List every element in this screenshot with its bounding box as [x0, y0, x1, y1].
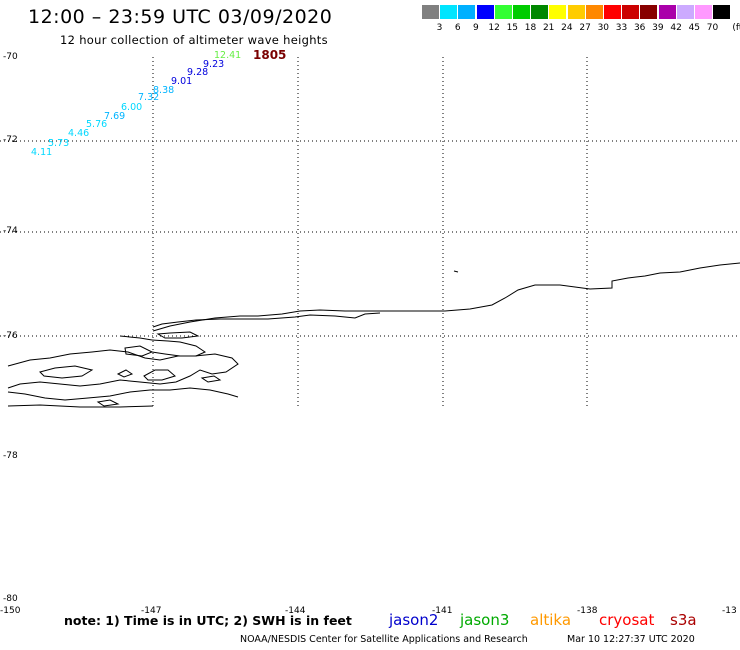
swh-value: 9.28	[187, 67, 208, 78]
coastline-segment	[156, 331, 200, 339]
latitude-label: -78	[3, 451, 18, 461]
legend-value: 42	[670, 23, 682, 33]
swh-value: 4.46	[68, 128, 89, 139]
longitude-label: -150	[0, 606, 21, 616]
pass-time-label: 1805	[253, 48, 287, 62]
swh-value: 8.38	[153, 85, 174, 96]
legend-value: 39	[652, 23, 664, 33]
longitude-label: -141	[432, 606, 453, 616]
legend-value: 9	[473, 23, 479, 33]
swh-value: 7.32	[138, 92, 159, 103]
satellite-name: jason2	[389, 611, 439, 629]
legend-swatch	[585, 5, 603, 19]
legend-swatch	[440, 5, 458, 19]
latitude-label: -72	[3, 135, 18, 145]
swh-value: 9.01	[171, 76, 192, 87]
ice-shelf-outline	[7, 404, 154, 408]
legend-value: 70	[706, 23, 719, 33]
legend-swatch	[640, 5, 658, 19]
ice-shelf-outline	[7, 349, 239, 389]
legend-value: 30	[597, 23, 610, 33]
legend-value: 45	[688, 23, 701, 33]
legend-swatch	[567, 5, 585, 19]
coastline-main	[152, 262, 740, 332]
legend-value: 18	[524, 23, 537, 33]
credit-line: NOAA/NESDIS Center for Satellite Applica…	[240, 634, 528, 645]
legend-value: 27	[579, 23, 591, 33]
legend-swatch	[676, 5, 694, 19]
satellite-name: s3a	[670, 611, 697, 629]
ice-shelf-outline	[453, 270, 459, 273]
ice-shelf-outline	[116, 369, 134, 378]
ice-shelf-outline	[200, 375, 222, 383]
swh-value: 7.69	[104, 111, 125, 122]
longitude-label: -138	[577, 606, 598, 616]
legend-swatch	[476, 5, 494, 19]
latitude-label: -74	[3, 226, 18, 236]
legend-value: 6	[454, 23, 461, 33]
legend-swatch	[513, 5, 530, 19]
ice-shelf-outline	[119, 335, 154, 357]
legend-value: 3	[436, 23, 443, 33]
coastline-segment	[152, 312, 381, 328]
page-title: 12:00 – 23:59 UTC 03/09/2020	[28, 6, 333, 28]
longitude-label: -144	[285, 606, 306, 616]
legend-swatch	[458, 5, 476, 19]
legend-swatch	[422, 5, 439, 19]
ice-shelf-outline	[143, 369, 177, 381]
legend-swatch	[494, 5, 512, 19]
legend-value: 12	[488, 23, 500, 33]
swh-value: 9.23	[203, 59, 224, 70]
ice-shelf-outline	[151, 339, 207, 357]
legend-unit: (ft)	[732, 23, 740, 33]
ice-shelf-outline	[7, 387, 239, 401]
latitude-label: -76	[3, 331, 18, 341]
satellite-name: jason3	[460, 611, 510, 629]
swh-value: 4.11	[31, 147, 52, 158]
ice-shelf-outline	[96, 399, 120, 407]
legend-swatch	[658, 5, 676, 19]
legend-swatch	[531, 5, 549, 19]
legend-value: 24	[561, 23, 573, 33]
legend-value: 15	[506, 23, 519, 33]
swh-value: 5.73	[48, 138, 69, 149]
footnote: note: 1) Time is in UTC; 2) SWH is in fe…	[64, 613, 352, 628]
legend-swatch	[604, 5, 621, 19]
coastline	[7, 262, 740, 408]
swh-value: 6.00	[121, 102, 142, 113]
ice-shelf-outline	[39, 365, 94, 379]
legend-swatch	[695, 5, 712, 19]
legend-swatch	[549, 5, 567, 19]
swh-value: 5.76	[86, 119, 107, 130]
satellite-name: cryosat	[599, 611, 655, 629]
legend-swatch	[622, 5, 640, 19]
legend-value: 33	[615, 23, 628, 33]
graticule	[0, 57, 740, 407]
latitude-label: -70	[3, 52, 18, 62]
page-subtitle: 12 hour collection of altimeter wave hei…	[60, 33, 328, 47]
swh-value: 12.41	[214, 50, 241, 61]
satellite-name: altika	[530, 611, 572, 629]
timestamp: Mar 10 12:27:37 UTC 2020	[567, 634, 695, 645]
legend-value: 36	[633, 23, 646, 33]
legend-swatch	[713, 5, 731, 19]
longitude-label: -147	[141, 606, 162, 616]
legend-value: 21	[542, 23, 555, 33]
altimeter-track: 4.115.734.465.767.696.007.328.389.019.28…	[31, 50, 241, 158]
latitude-label: -80	[3, 594, 18, 604]
longitude-label: -13	[722, 606, 737, 616]
